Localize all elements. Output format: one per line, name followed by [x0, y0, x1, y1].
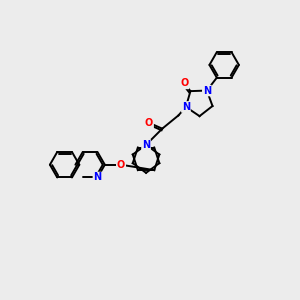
Text: N: N [93, 172, 101, 182]
Text: O: O [145, 118, 153, 128]
Text: N: N [203, 85, 211, 96]
Text: N: N [182, 102, 190, 112]
Text: O: O [117, 160, 125, 170]
Text: O: O [180, 78, 188, 88]
Text: N: N [142, 140, 150, 150]
Text: O: O [117, 160, 125, 170]
